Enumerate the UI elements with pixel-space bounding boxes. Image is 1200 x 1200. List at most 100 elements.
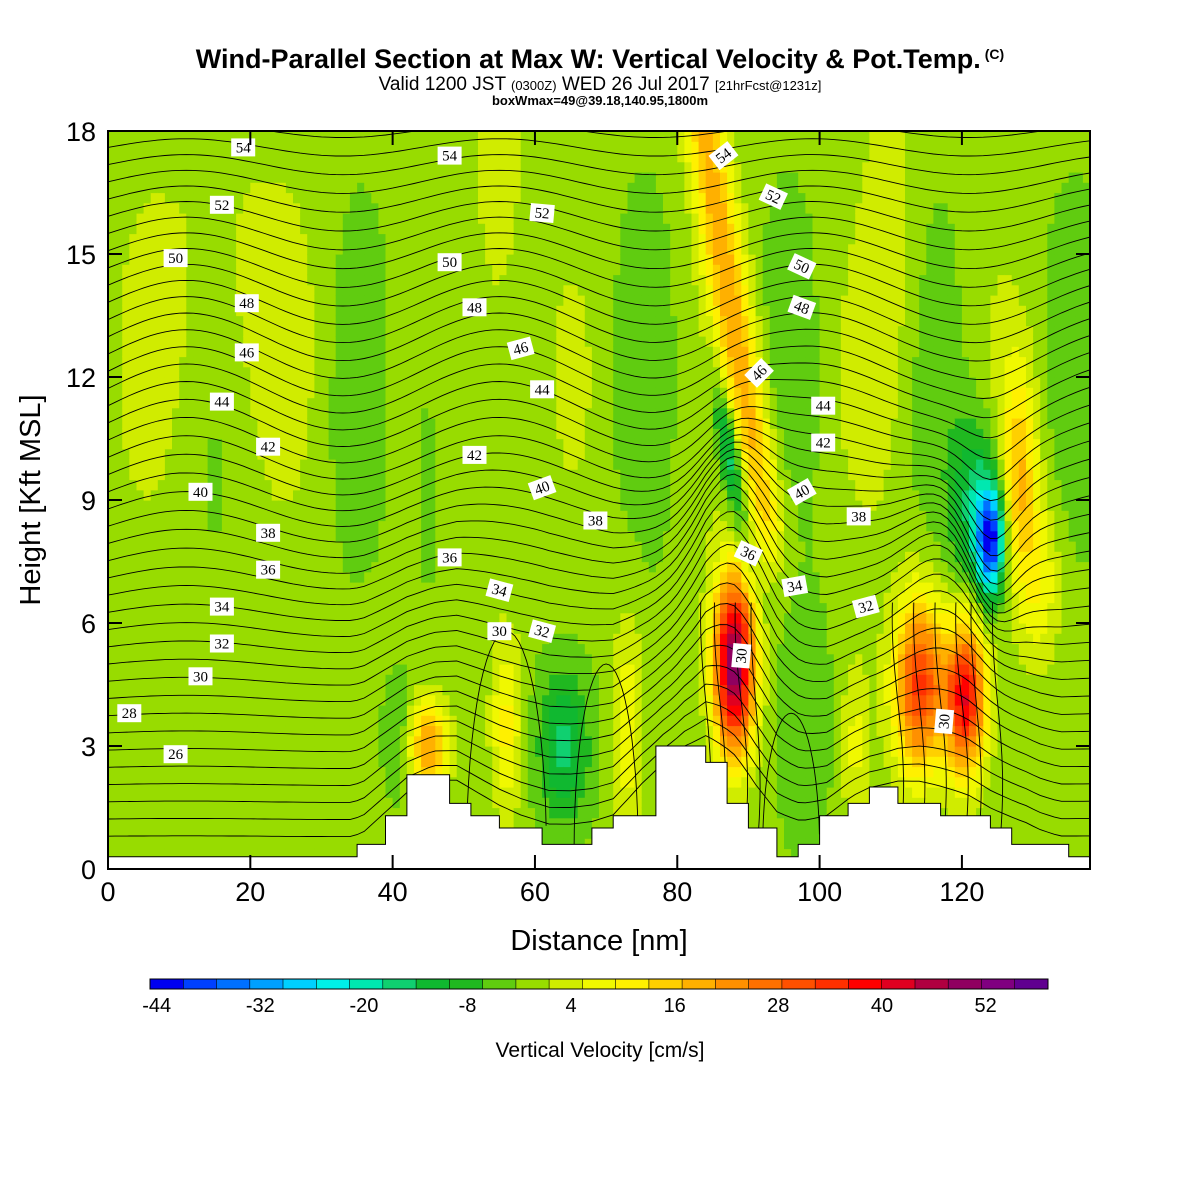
velocity-cell <box>442 489 451 501</box>
velocity-cell <box>463 377 472 388</box>
velocity-cell <box>172 807 180 819</box>
velocity-cell <box>328 674 337 686</box>
velocity-cell <box>321 807 330 819</box>
velocity-cell <box>335 828 344 839</box>
velocity-cell <box>513 612 522 624</box>
velocity-cell <box>129 500 137 511</box>
velocity-cell <box>392 623 401 634</box>
velocity-cell <box>442 664 451 675</box>
velocity-cell <box>549 243 557 255</box>
velocity-cell <box>449 274 458 286</box>
velocity-cell <box>492 489 500 501</box>
velocity-cell <box>456 623 465 634</box>
velocity-cell <box>520 325 529 337</box>
velocity-cell <box>214 776 223 788</box>
velocity-cell <box>193 254 202 265</box>
velocity-cell <box>470 787 479 798</box>
velocity-cell <box>115 131 123 142</box>
velocity-cell <box>357 571 365 583</box>
velocity-cell <box>264 243 273 255</box>
velocity-cell <box>271 828 280 839</box>
velocity-cell <box>172 407 180 419</box>
velocity-cell <box>584 664 593 675</box>
velocity-cell <box>577 325 586 337</box>
velocity-cell <box>307 664 315 675</box>
velocity-cell <box>371 746 379 757</box>
velocity-cell <box>549 715 557 727</box>
velocity-cell <box>385 715 394 727</box>
velocity-cell <box>364 254 372 265</box>
velocity-cell <box>250 756 258 768</box>
velocity-cell <box>186 612 194 624</box>
velocity-cell <box>285 172 294 183</box>
velocity-cell <box>428 264 436 276</box>
velocity-cell <box>399 551 408 563</box>
velocity-cell <box>485 428 493 440</box>
velocity-cell <box>108 756 116 768</box>
velocity-cell <box>314 254 323 265</box>
velocity-cell <box>506 325 515 337</box>
velocity-cell <box>556 233 564 245</box>
velocity-cell <box>314 459 323 470</box>
velocity-cell <box>193 387 202 399</box>
velocity-cell <box>506 397 515 409</box>
velocity-cell <box>172 489 180 501</box>
velocity-cell <box>264 746 273 757</box>
velocity-cell <box>556 418 564 429</box>
velocity-cell <box>150 510 159 522</box>
velocity-cell <box>108 479 116 491</box>
velocity-cell <box>478 356 486 368</box>
velocity-cell <box>307 530 315 542</box>
velocity-cell <box>143 213 152 224</box>
velocity-cell <box>221 715 230 727</box>
velocity-cell <box>278 295 287 306</box>
velocity-cell <box>492 356 500 368</box>
velocity-cell <box>115 756 123 768</box>
velocity-cell <box>150 305 159 317</box>
velocity-cell <box>584 592 593 604</box>
velocity-cell <box>442 500 451 511</box>
velocity-cell <box>421 592 429 604</box>
velocity-cell <box>129 295 137 306</box>
velocity-cell <box>535 459 543 470</box>
velocity-cell <box>364 213 372 224</box>
velocity-cell <box>328 284 337 296</box>
velocity-cell <box>115 787 123 798</box>
velocity-cell <box>399 448 408 460</box>
velocity-cell <box>129 315 137 327</box>
velocity-cell <box>520 151 529 163</box>
velocity-cell <box>321 520 330 532</box>
velocity-cell <box>563 623 572 634</box>
velocity-cell <box>257 797 266 809</box>
velocity-cell <box>250 787 258 798</box>
velocity-cell <box>392 274 401 286</box>
velocity-cell <box>285 295 294 306</box>
velocity-cell <box>428 653 436 665</box>
velocity-cell <box>428 233 436 245</box>
velocity-cell <box>335 284 344 296</box>
velocity-cell <box>300 571 308 583</box>
velocity-cell <box>577 735 586 747</box>
velocity-cell <box>307 561 315 573</box>
velocity-cell <box>207 213 216 224</box>
velocity-cell <box>492 387 500 399</box>
velocity-cell <box>406 387 415 399</box>
velocity-cell <box>221 787 230 798</box>
velocity-cell <box>172 284 180 296</box>
velocity-cell <box>221 254 230 265</box>
velocity-cell <box>150 551 159 563</box>
velocity-cell <box>207 377 216 388</box>
velocity-cell <box>172 715 180 727</box>
velocity-cell <box>129 428 137 440</box>
velocity-cell <box>257 715 266 727</box>
velocity-cell <box>499 766 508 778</box>
velocity-cell <box>257 295 266 306</box>
velocity-cell <box>535 817 543 829</box>
velocity-cell <box>591 202 600 214</box>
velocity-cell <box>470 459 479 470</box>
velocity-cell <box>506 561 515 573</box>
velocity-cell <box>399 305 408 317</box>
velocity-cell <box>435 315 443 327</box>
velocity-cell <box>250 705 258 716</box>
velocity-cell <box>584 797 593 809</box>
